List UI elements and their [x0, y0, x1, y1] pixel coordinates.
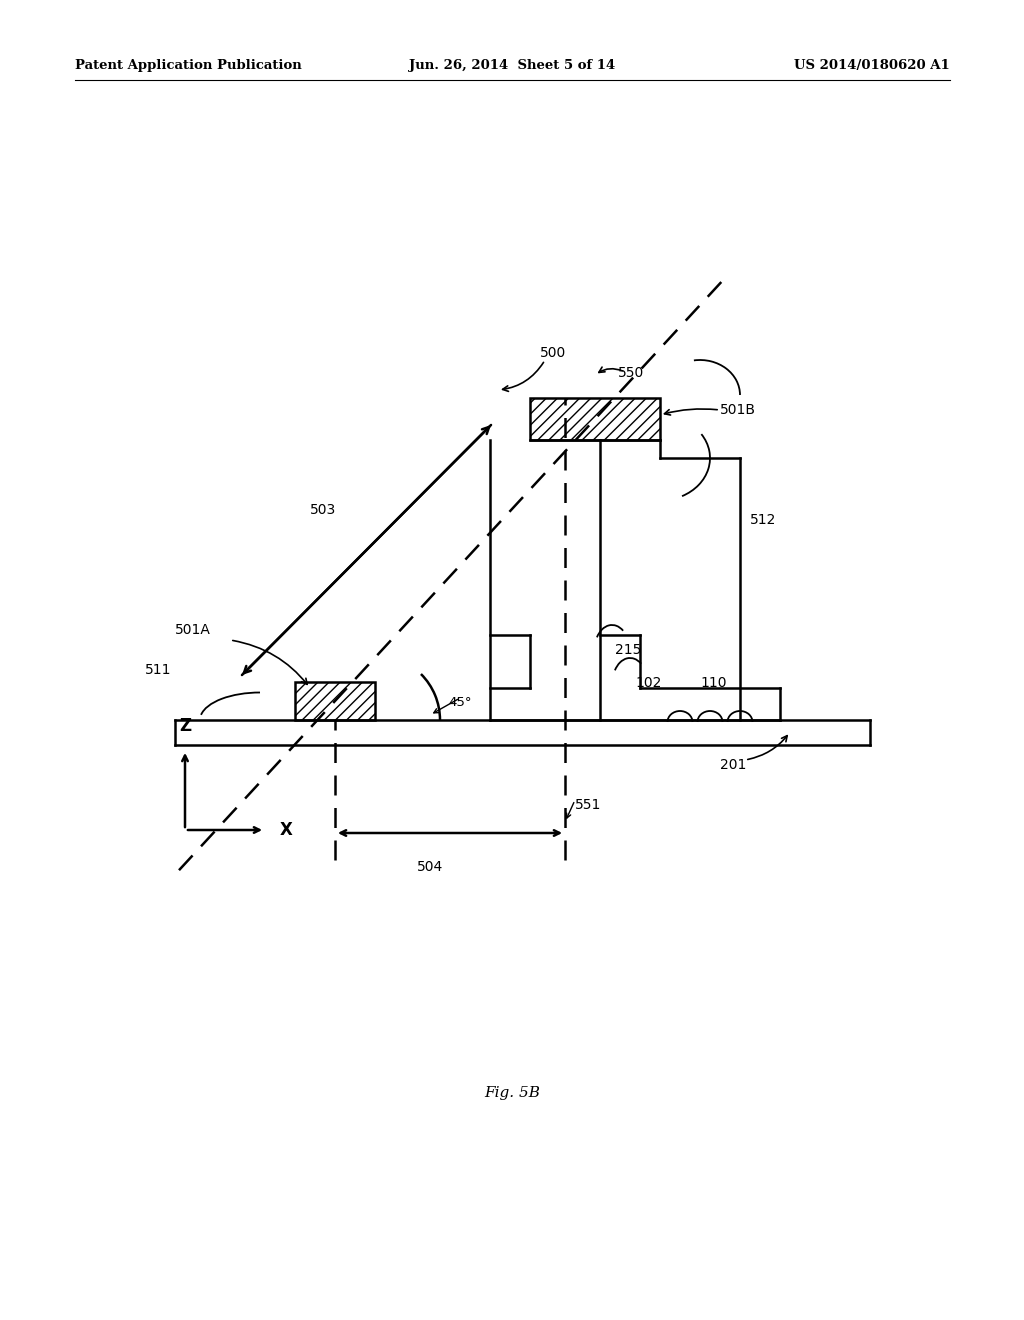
- Text: X: X: [280, 821, 293, 840]
- Text: 512: 512: [750, 513, 776, 527]
- Bar: [530, 399, 660, 440]
- Text: 45°: 45°: [449, 697, 471, 710]
- Text: 500: 500: [540, 346, 566, 360]
- Text: 504: 504: [417, 861, 443, 874]
- Text: 551: 551: [575, 799, 601, 812]
- Text: Patent Application Publication: Patent Application Publication: [75, 58, 302, 71]
- Bar: [295, 682, 375, 719]
- Text: 215: 215: [615, 643, 641, 657]
- Text: 110: 110: [700, 676, 726, 690]
- Text: 201: 201: [720, 758, 746, 772]
- Text: 550: 550: [618, 366, 644, 380]
- Text: 511: 511: [145, 663, 171, 677]
- Text: 501B: 501B: [720, 403, 756, 417]
- Text: 501A: 501A: [175, 623, 211, 638]
- Text: US 2014/0180620 A1: US 2014/0180620 A1: [795, 58, 950, 71]
- Text: 102: 102: [635, 676, 662, 690]
- Text: Fig. 5B: Fig. 5B: [484, 1086, 540, 1100]
- Text: Z: Z: [179, 717, 191, 735]
- Text: Jun. 26, 2014  Sheet 5 of 14: Jun. 26, 2014 Sheet 5 of 14: [409, 58, 615, 71]
- Text: 503: 503: [310, 503, 336, 517]
